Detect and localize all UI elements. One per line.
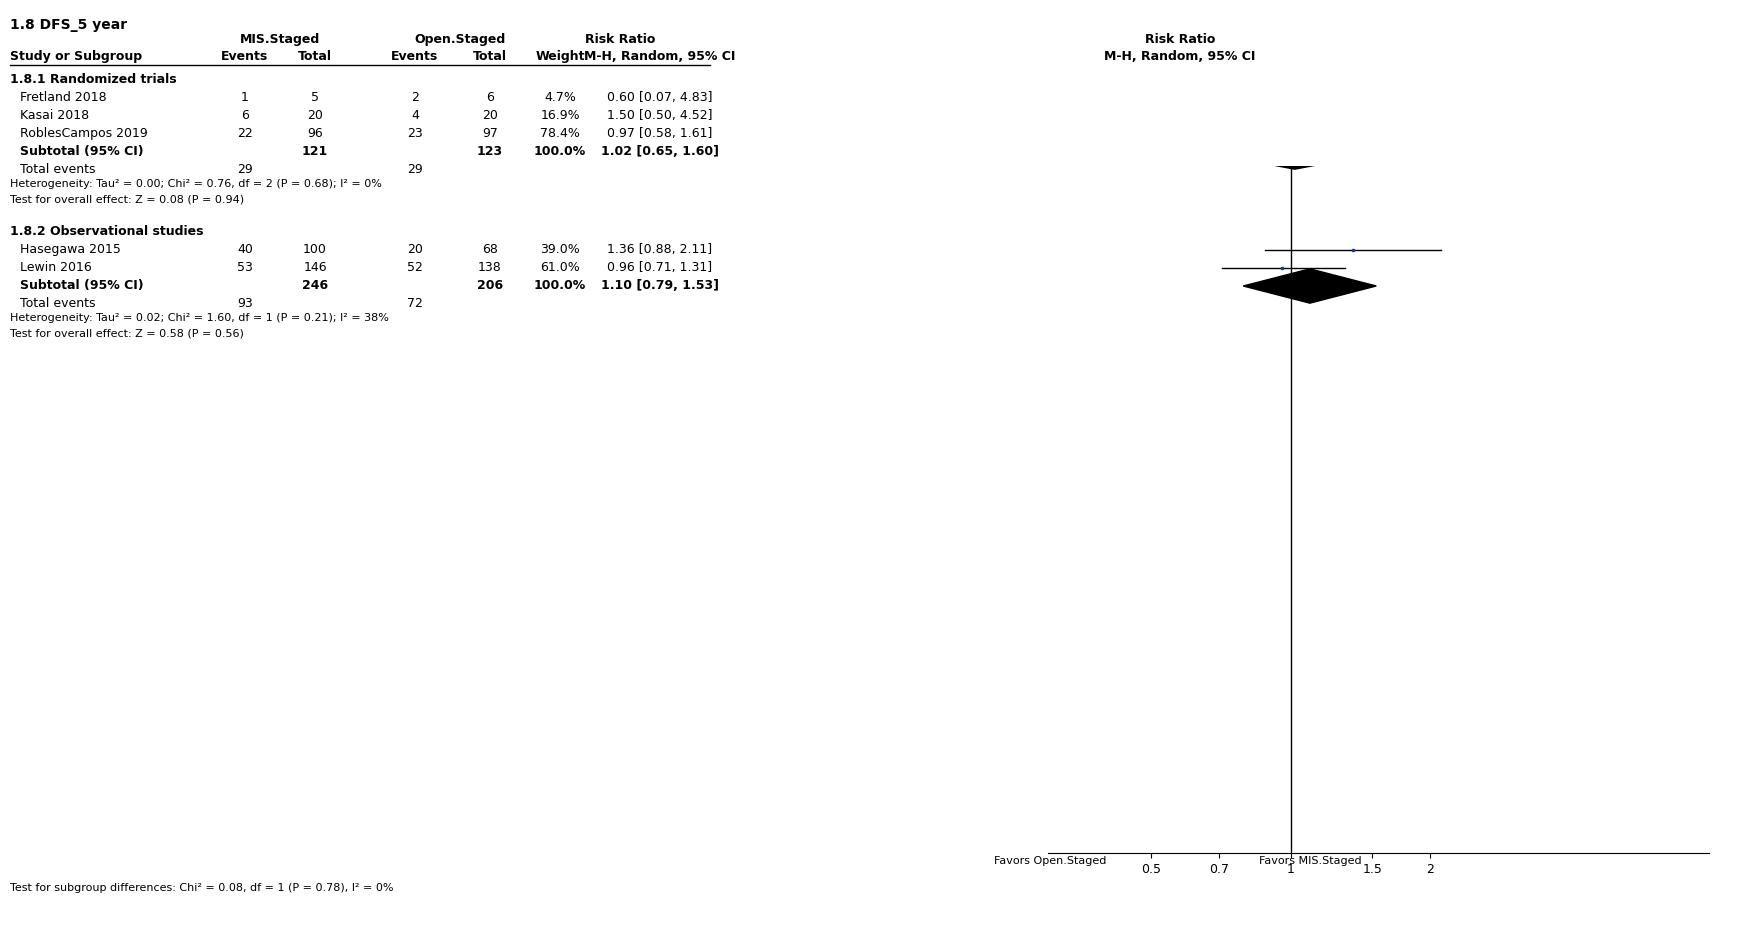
Text: 1.02 [0.65, 1.60]: 1.02 [0.65, 1.60] [601,145,719,158]
Polygon shape [1244,270,1376,304]
Text: 1.10 [0.79, 1.53]: 1.10 [0.79, 1.53] [601,279,719,292]
Text: 68: 68 [483,243,499,256]
Text: Test for overall effect: Z = 0.58 (P = 0.56): Test for overall effect: Z = 0.58 (P = 0… [11,329,243,338]
Text: Total: Total [472,50,507,63]
Text: 20: 20 [307,108,322,121]
Text: 2: 2 [411,91,419,104]
Text: 61.0%: 61.0% [541,260,580,273]
Text: Favors Open.Staged: Favors Open.Staged [994,855,1107,865]
Text: 72: 72 [407,297,423,310]
Text: 123: 123 [478,145,504,158]
Text: 138: 138 [478,260,502,273]
Polygon shape [1203,135,1385,170]
Text: 93: 93 [238,297,254,310]
Text: Subtotal (95% CI): Subtotal (95% CI) [19,279,144,292]
Text: Favors MIS.Staged: Favors MIS.Staged [1258,855,1362,865]
Text: 96: 96 [307,127,322,140]
Text: 20: 20 [407,243,423,256]
Text: 1.36 [0.88, 2.11]: 1.36 [0.88, 2.11] [608,243,712,256]
Text: 40: 40 [238,243,254,256]
Text: 6: 6 [486,91,493,104]
Text: M-H, Random, 95% CI: M-H, Random, 95% CI [1105,50,1256,63]
Text: Test for overall effect: Z = 0.08 (P = 0.94): Test for overall effect: Z = 0.08 (P = 0… [11,195,245,205]
Text: 100: 100 [303,243,328,256]
Text: 1.8.1 Randomized trials: 1.8.1 Randomized trials [11,73,176,86]
Text: 1: 1 [241,91,248,104]
Text: 23: 23 [407,127,423,140]
Text: 6: 6 [241,108,248,121]
Text: 53: 53 [238,260,254,273]
Text: 0.97 [0.58, 1.61]: 0.97 [0.58, 1.61] [608,127,712,140]
Text: Events: Events [222,50,268,63]
Text: 100.0%: 100.0% [534,145,587,158]
Text: Test for subgroup differences: Chi² = 0.08, df = 1 (P = 0.78), I² = 0%: Test for subgroup differences: Chi² = 0.… [11,883,393,892]
Text: 1.8.2 Observational studies: 1.8.2 Observational studies [11,224,203,237]
Text: M-H, Random, 95% CI: M-H, Random, 95% CI [585,50,737,63]
Text: Weight: Weight [536,50,585,63]
Text: Total events: Total events [19,297,95,310]
Text: 39.0%: 39.0% [541,243,580,256]
Text: 97: 97 [483,127,499,140]
Text: 4.7%: 4.7% [544,91,576,104]
Text: Heterogeneity: Tau² = 0.00; Chi² = 0.76, df = 2 (P = 0.68); I² = 0%: Heterogeneity: Tau² = 0.00; Chi² = 0.76,… [11,179,382,189]
Text: Heterogeneity: Tau² = 0.02; Chi² = 1.60, df = 1 (P = 0.21); I² = 38%: Heterogeneity: Tau² = 0.02; Chi² = 1.60,… [11,312,389,323]
Text: Events: Events [391,50,439,63]
Text: 29: 29 [407,163,423,176]
Text: 1.50 [0.50, 4.52]: 1.50 [0.50, 4.52] [608,108,714,121]
Text: MIS.Staged: MIS.Staged [240,33,321,46]
Text: 0.96 [0.71, 1.31]: 0.96 [0.71, 1.31] [608,260,712,273]
Text: Lewin 2016: Lewin 2016 [19,260,92,273]
Text: Study or Subgroup: Study or Subgroup [11,50,143,63]
Text: 4: 4 [411,108,419,121]
Text: Hasegawa 2015: Hasegawa 2015 [19,243,122,256]
Text: 246: 246 [301,279,328,292]
Text: Risk Ratio: Risk Ratio [585,33,655,46]
Text: 78.4%: 78.4% [541,127,580,140]
Text: 29: 29 [238,163,254,176]
Text: 146: 146 [303,260,326,273]
Text: Total: Total [298,50,331,63]
Text: 100.0%: 100.0% [534,279,587,292]
Text: Risk Ratio: Risk Ratio [1145,33,1216,46]
Text: 0.60 [0.07, 4.83]: 0.60 [0.07, 4.83] [608,91,714,104]
Text: RoblesCampos 2019: RoblesCampos 2019 [19,127,148,140]
Text: 121: 121 [301,145,328,158]
Text: 1.8 DFS_5 year: 1.8 DFS_5 year [11,18,127,32]
Text: 16.9%: 16.9% [541,108,580,121]
Text: Kasai 2018: Kasai 2018 [19,108,90,121]
Text: Fretland 2018: Fretland 2018 [19,91,107,104]
Text: Open.Staged: Open.Staged [414,33,506,46]
Text: 22: 22 [238,127,254,140]
Text: 20: 20 [483,108,499,121]
Text: Subtotal (95% CI): Subtotal (95% CI) [19,145,144,158]
Text: 52: 52 [407,260,423,273]
Text: Total events: Total events [19,163,95,176]
Text: 5: 5 [312,91,319,104]
Text: 206: 206 [478,279,504,292]
